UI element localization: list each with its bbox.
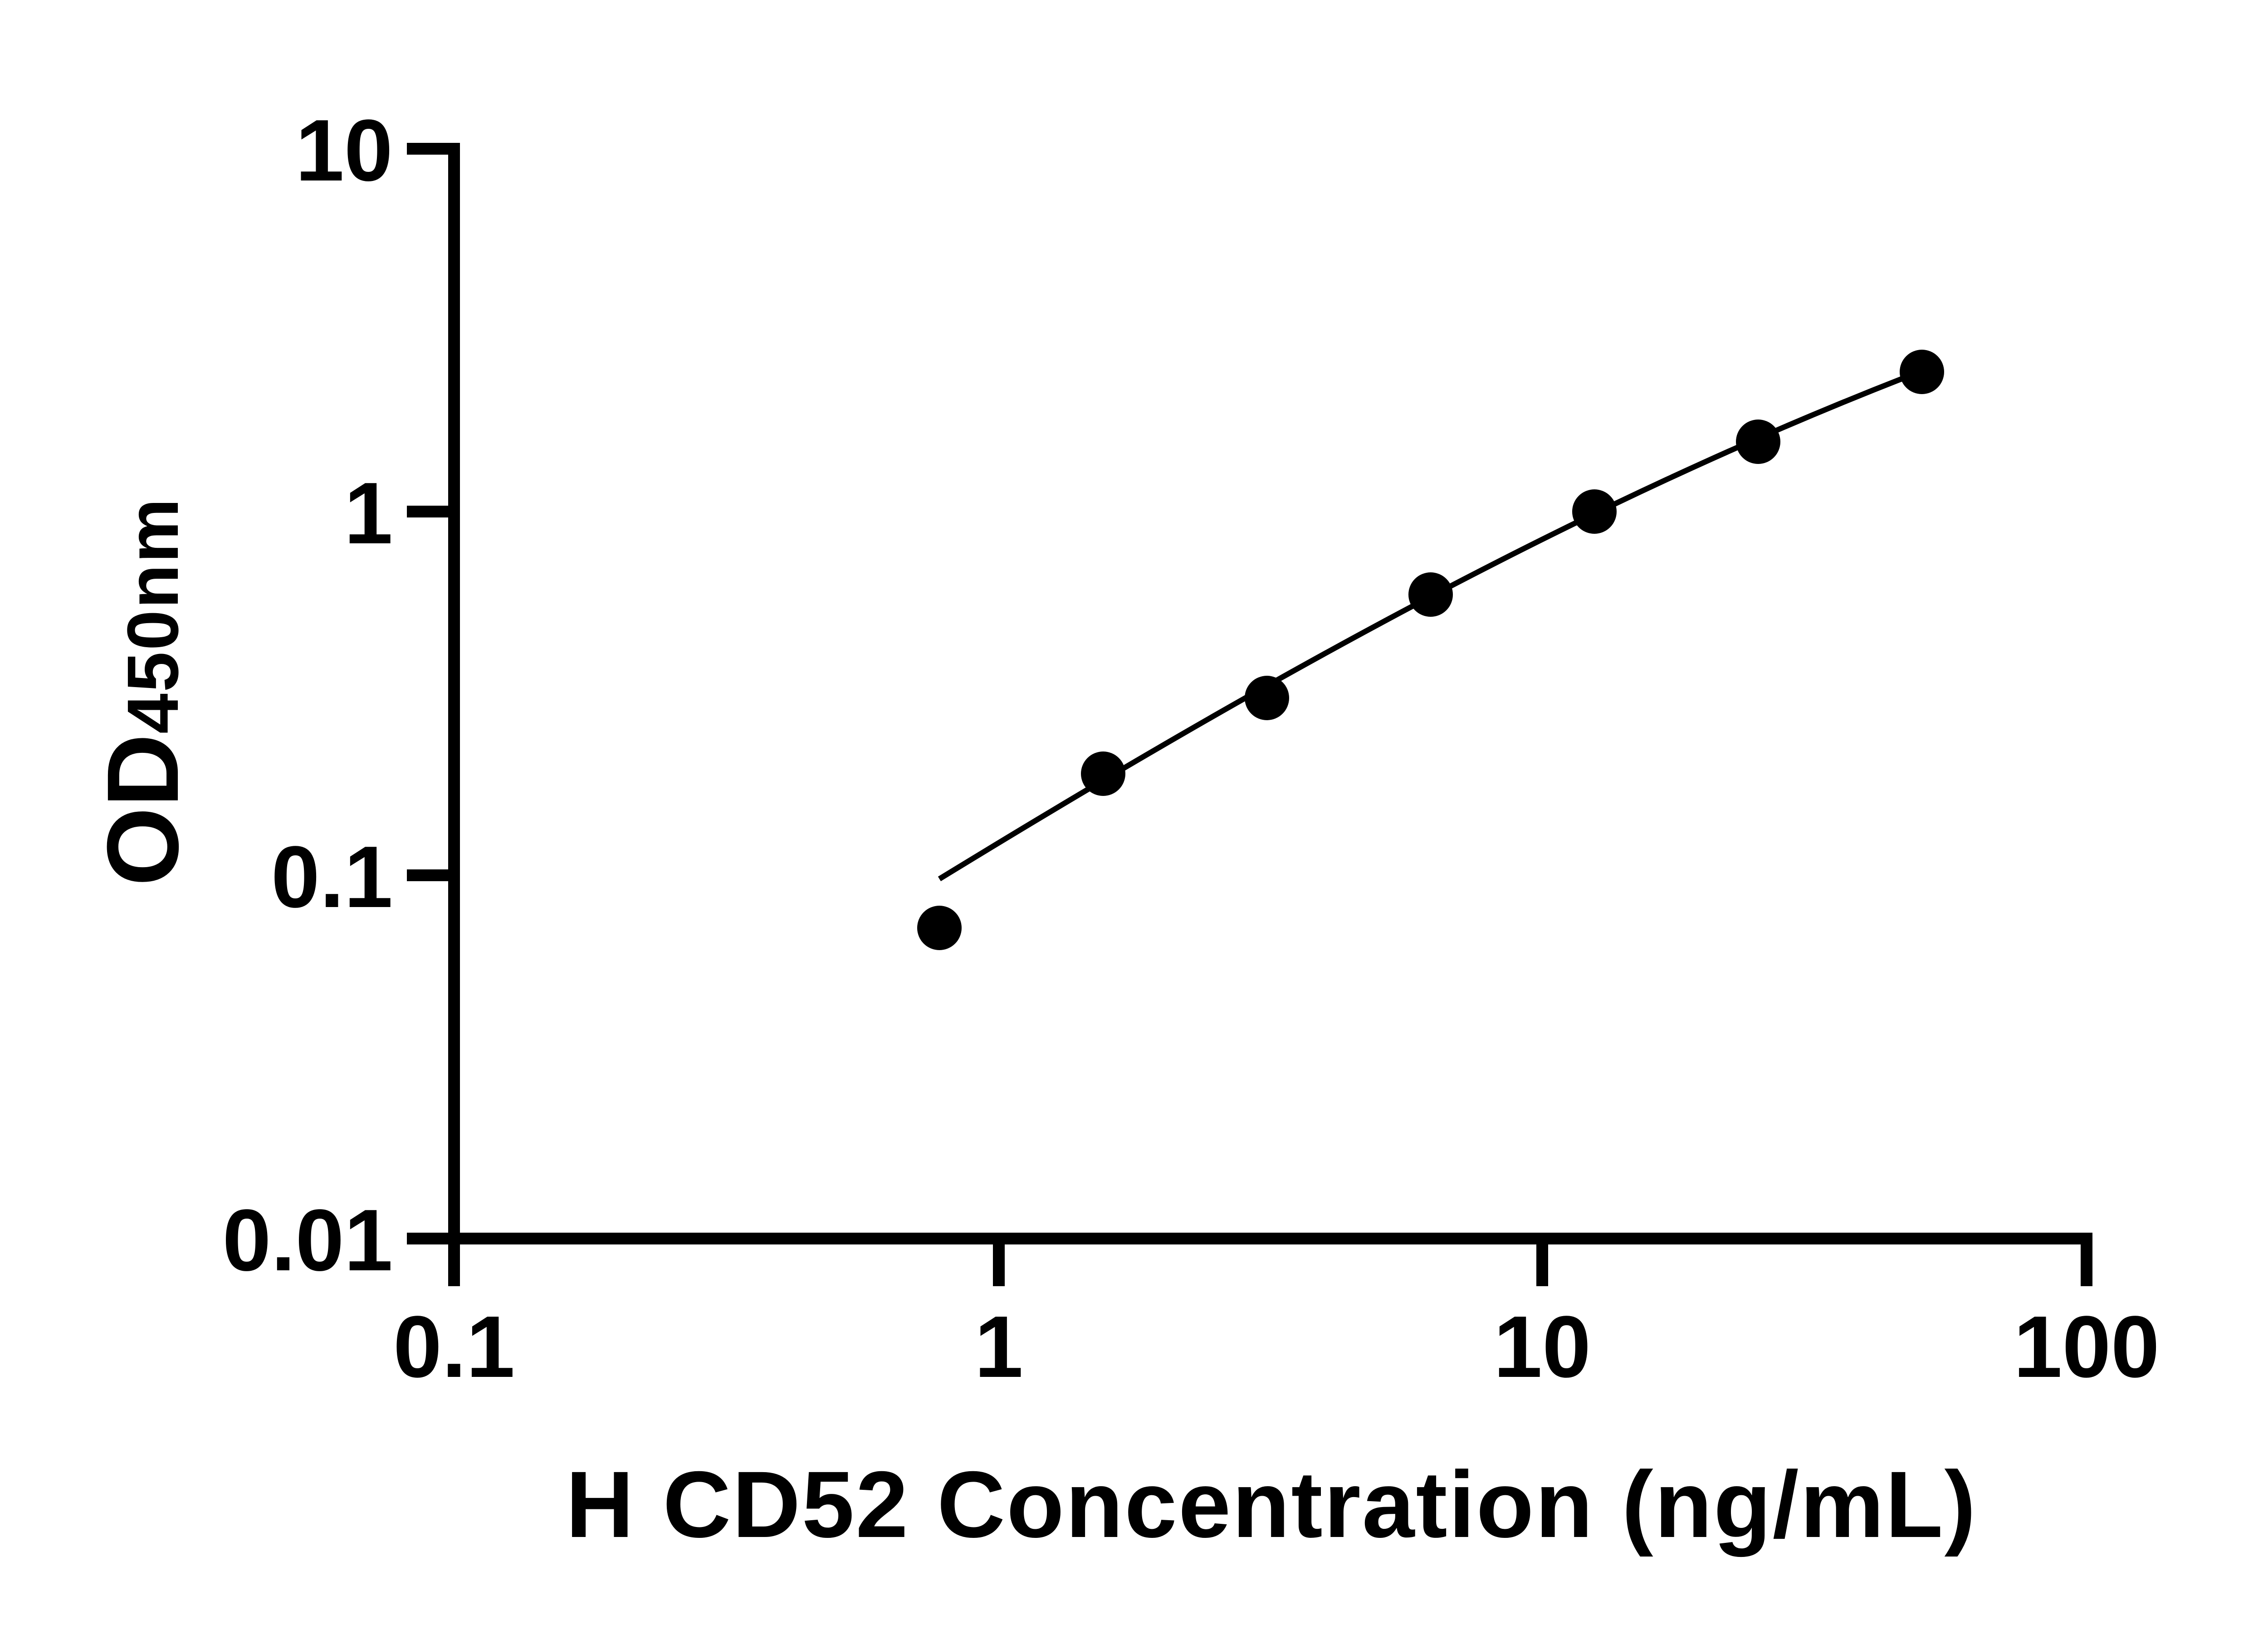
svg-text:100: 100 (2014, 1298, 2160, 1395)
svg-text:10: 10 (1494, 1298, 1591, 1395)
svg-text:1: 1 (344, 464, 393, 562)
svg-text:H CD52 Concentration (ng/mL): H CD52 Concentration (ng/mL) (566, 1452, 1977, 1557)
svg-text:10: 10 (295, 101, 393, 199)
svg-text:0.1: 0.1 (393, 1298, 515, 1395)
svg-text:0.1: 0.1 (271, 828, 393, 926)
svg-text:OD450nm: OD450nm (86, 497, 200, 886)
svg-text:1: 1 (974, 1298, 1023, 1395)
svg-text:0.01: 0.01 (222, 1191, 393, 1289)
